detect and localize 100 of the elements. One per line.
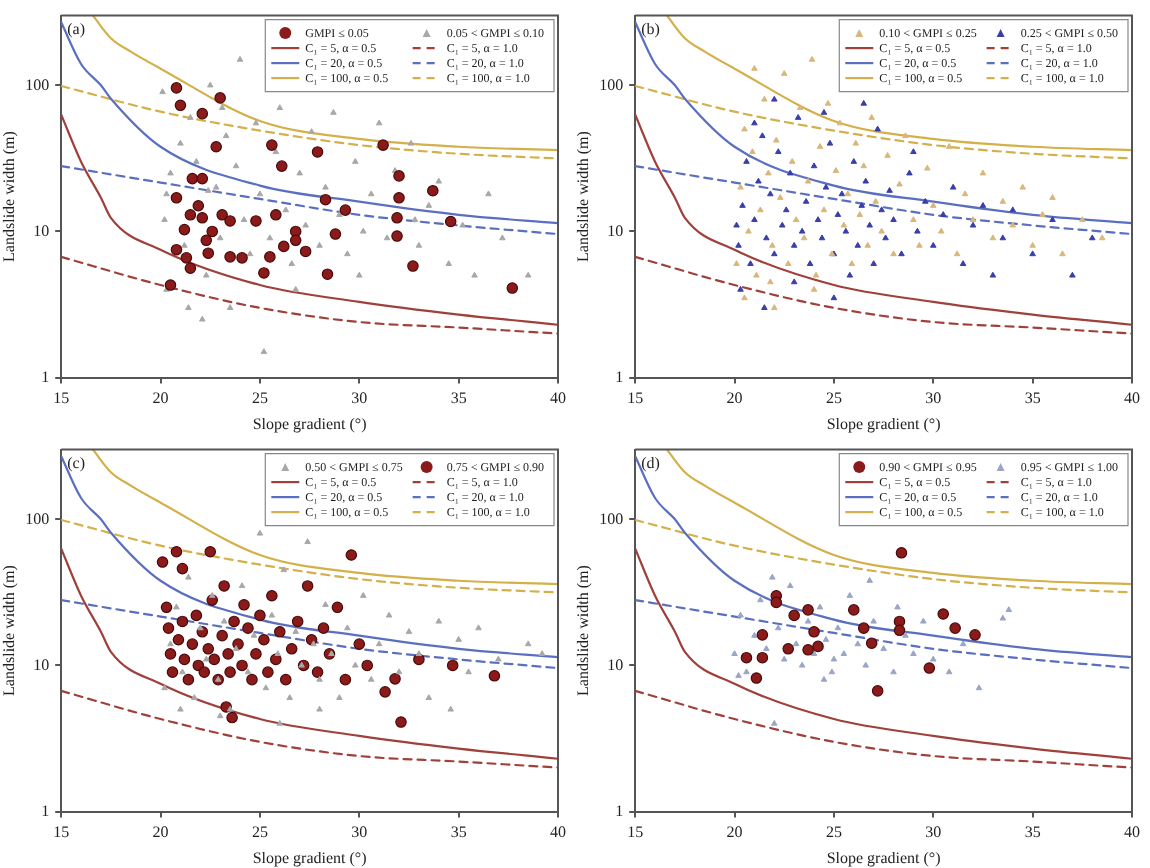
point — [238, 599, 250, 611]
point — [196, 212, 209, 224]
point — [391, 230, 403, 242]
point — [308, 128, 315, 135]
line-series — [635, 599, 1132, 670]
point — [228, 615, 240, 628]
point — [319, 193, 332, 206]
point — [902, 631, 909, 638]
line-series — [61, 255, 558, 335]
point — [254, 609, 266, 622]
point — [238, 582, 246, 589]
point — [524, 640, 532, 647]
line-series — [635, 113, 1132, 326]
point — [488, 669, 501, 682]
point — [206, 225, 219, 238]
x-tick-label: 15 — [627, 823, 644, 842]
point — [820, 675, 828, 682]
point — [798, 661, 806, 668]
point — [177, 139, 184, 146]
point — [275, 160, 288, 172]
point — [538, 650, 546, 656]
x-axis-title: Slope gradient (°) — [826, 414, 942, 433]
point — [216, 712, 224, 719]
point — [894, 603, 901, 610]
point — [156, 556, 169, 568]
annotation: (c) — [67, 453, 86, 472]
point — [786, 582, 794, 589]
point — [277, 240, 290, 253]
x-axis-title: Slope gradient (°) — [252, 848, 368, 867]
point — [834, 624, 842, 631]
point — [161, 684, 168, 691]
point — [161, 216, 168, 222]
x-tick-label: 15 — [627, 389, 644, 408]
point — [202, 643, 215, 655]
point — [163, 190, 170, 197]
point — [395, 716, 407, 728]
point — [236, 55, 244, 62]
point — [810, 650, 818, 656]
point — [170, 82, 183, 94]
point — [170, 191, 183, 204]
point — [375, 119, 383, 126]
y-tick-label: 1 — [41, 367, 50, 386]
point — [415, 241, 423, 248]
point — [266, 139, 278, 151]
point — [353, 638, 366, 650]
x-tick-label: 15 — [53, 389, 70, 408]
point — [425, 694, 433, 700]
line-series — [635, 547, 1132, 760]
point — [289, 234, 302, 247]
x-tick-label: 30 — [351, 823, 368, 842]
line-series — [61, 113, 558, 326]
point — [250, 648, 262, 660]
point — [260, 348, 268, 354]
point — [274, 650, 282, 656]
point — [208, 592, 216, 598]
point — [930, 655, 937, 662]
point — [769, 573, 776, 580]
x-tick-label: 20 — [152, 823, 169, 842]
y-tick-label: 1 — [615, 801, 624, 820]
annotation: (b) — [641, 19, 661, 38]
point — [272, 148, 280, 155]
point — [485, 190, 492, 197]
line-series — [635, 689, 1132, 769]
point — [322, 183, 329, 190]
point — [185, 304, 192, 310]
point — [336, 211, 343, 217]
point — [184, 209, 197, 221]
point — [756, 651, 769, 664]
x-tick-label: 35 — [450, 389, 467, 408]
point — [822, 636, 830, 642]
point — [344, 624, 351, 631]
point — [252, 119, 260, 126]
point — [167, 640, 174, 647]
point — [232, 162, 240, 169]
point — [737, 611, 744, 618]
point — [465, 668, 472, 675]
point — [459, 221, 466, 228]
point — [177, 705, 184, 712]
point — [471, 271, 478, 278]
point — [857, 622, 870, 634]
point — [298, 661, 305, 668]
point — [176, 562, 189, 575]
point — [830, 655, 838, 662]
line-series — [61, 21, 558, 225]
point — [524, 271, 532, 278]
point — [322, 601, 329, 607]
point — [196, 107, 209, 120]
line-series — [61, 689, 558, 769]
point — [969, 629, 981, 641]
y-axis-title: Landslide width (m) — [573, 564, 592, 696]
point — [405, 628, 413, 634]
point — [187, 114, 194, 120]
point — [949, 622, 961, 634]
point — [180, 252, 193, 264]
point — [871, 685, 884, 697]
point — [236, 252, 248, 264]
point — [222, 648, 234, 660]
point — [359, 227, 367, 234]
point — [435, 617, 443, 624]
point — [367, 190, 375, 197]
